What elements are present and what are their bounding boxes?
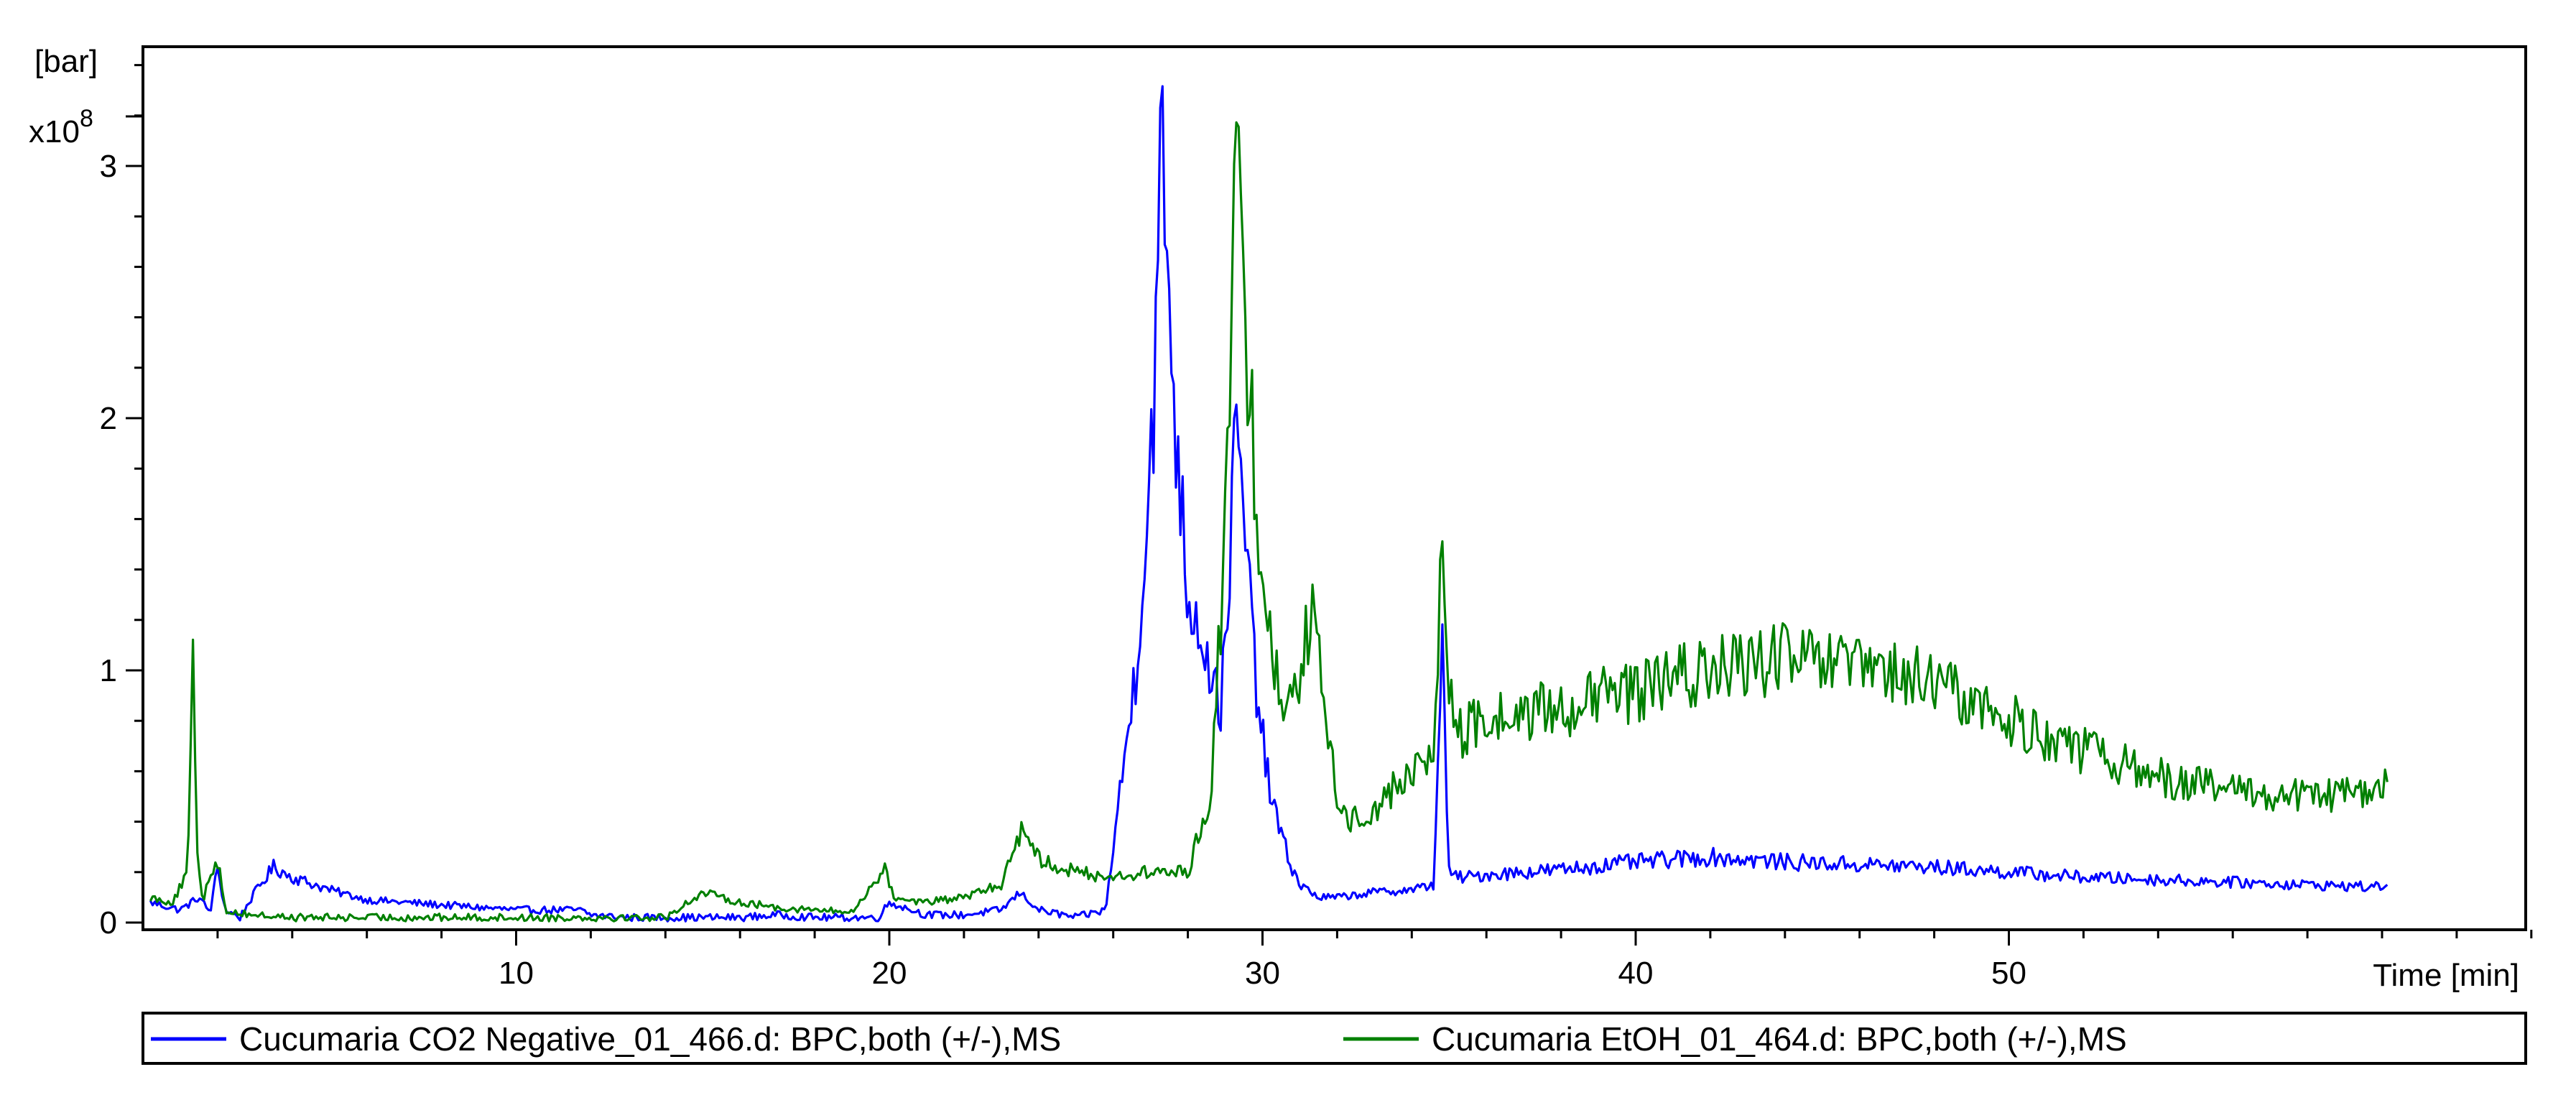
legend: Cucumaria CO2 Negative_01_466.d: BPC,bot… bbox=[142, 1012, 2527, 1065]
y-unit-label: [bar] bbox=[34, 44, 98, 79]
y-multiplier-exponent: 8 bbox=[80, 105, 93, 132]
y-tick-label: 2 bbox=[100, 401, 117, 436]
series-line-1 bbox=[149, 121, 2389, 923]
y-tick-label: 3 bbox=[100, 149, 117, 184]
x-tick-label: 40 bbox=[1618, 956, 1654, 991]
x-tick-label: 10 bbox=[499, 956, 534, 991]
y-tick-label: 1 bbox=[100, 653, 117, 688]
legend-frame bbox=[142, 1012, 2527, 1065]
x-tick-label: 30 bbox=[1245, 956, 1280, 991]
series-layer bbox=[149, 85, 2389, 923]
y-tick-label: 0 bbox=[100, 905, 117, 941]
series-line-0 bbox=[149, 85, 2389, 923]
legend-label-co2: Cucumaria CO2 Negative_01_466.d: BPC,bot… bbox=[239, 1020, 1061, 1058]
x-tick-label: 20 bbox=[872, 956, 907, 991]
legend-label-etoh: Cucumaria EtOH_01_464.d: BPC,both (+/-),… bbox=[1432, 1020, 2127, 1058]
x-axis-label: Time [min] bbox=[2373, 958, 2519, 993]
x-tick-label: 50 bbox=[1991, 956, 2026, 991]
plot-frame bbox=[142, 45, 2527, 931]
ticks-layer: 10 20 30 40 50 0 1 2 3 bbox=[100, 64, 2533, 991]
y-multiplier-base: x10 bbox=[29, 114, 80, 149]
y-multiplier-label: x108 bbox=[29, 105, 93, 149]
